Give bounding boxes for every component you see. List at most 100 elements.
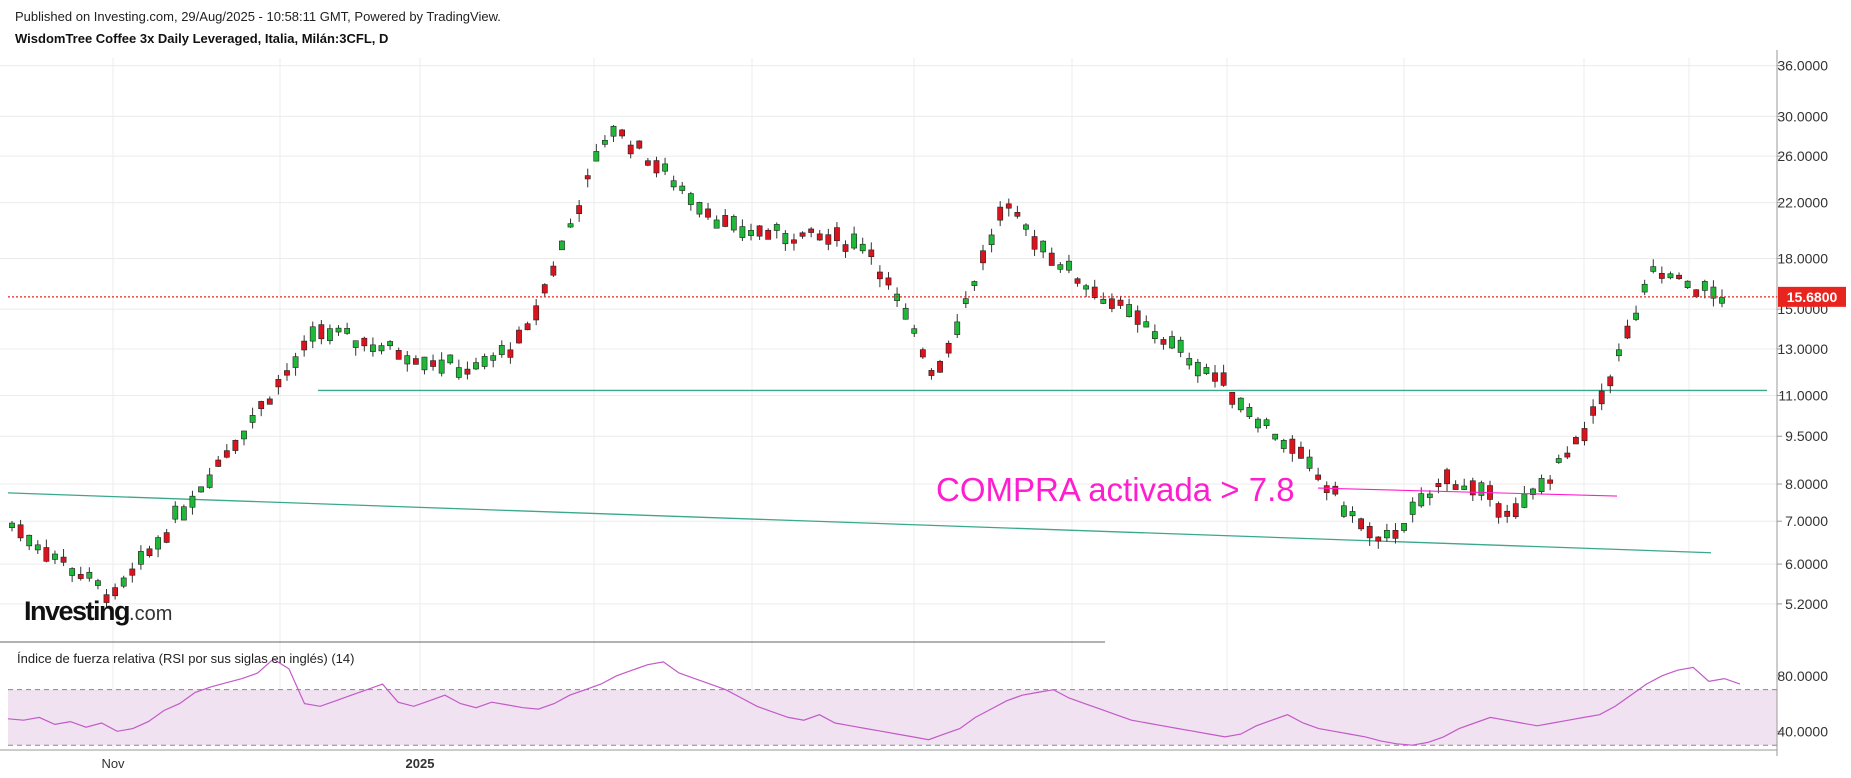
candle — [567, 223, 574, 228]
candle — [1048, 252, 1055, 266]
candle — [1512, 503, 1519, 518]
candle — [1298, 446, 1304, 459]
x-tick-label: 2025 — [406, 756, 435, 771]
candle — [1555, 458, 1562, 463]
candle — [584, 175, 591, 180]
candle — [825, 234, 832, 245]
rsi-title: Índice de fuerza relativa (RSI por sus s… — [17, 651, 355, 666]
candle — [1573, 437, 1579, 445]
candle — [198, 486, 204, 493]
candle — [851, 233, 858, 249]
y-tick-label: 6.0000 — [1785, 556, 1828, 572]
candle — [507, 349, 514, 358]
candle — [1444, 469, 1450, 485]
candle — [1469, 480, 1476, 496]
candle — [816, 233, 823, 241]
candle — [1461, 485, 1468, 490]
candle — [1719, 297, 1725, 304]
candle — [1220, 372, 1227, 386]
candle — [662, 163, 668, 172]
candle — [1564, 452, 1571, 458]
y-tick-label: 18.0000 — [1777, 250, 1828, 266]
candle — [1375, 536, 1382, 542]
last-price-badge — [1778, 286, 1846, 307]
candle — [799, 232, 806, 237]
candle — [1134, 310, 1141, 325]
candle — [86, 571, 93, 579]
candle — [1323, 485, 1330, 493]
candle — [1341, 505, 1347, 517]
candle — [1676, 274, 1682, 280]
candle — [1040, 240, 1047, 253]
candle — [447, 354, 454, 364]
candle — [602, 140, 608, 145]
candle — [679, 185, 686, 191]
candle — [1504, 510, 1511, 517]
candle — [1272, 433, 1279, 440]
chart-grid — [0, 58, 1777, 748]
y-tick-label: 36.0000 — [1777, 58, 1828, 74]
candle — [962, 298, 969, 304]
candle — [1650, 266, 1657, 272]
rsi-line — [7, 658, 1741, 746]
candle — [361, 337, 368, 347]
candle — [1117, 299, 1124, 306]
candle — [1366, 526, 1373, 539]
candle — [808, 228, 815, 233]
candle — [1074, 278, 1081, 284]
candle — [1332, 485, 1339, 495]
candle — [60, 556, 67, 563]
candlestick-series — [9, 125, 1725, 609]
candle — [1701, 281, 1708, 291]
candle — [636, 140, 643, 149]
candle — [1547, 479, 1554, 484]
candle — [1229, 391, 1236, 405]
candle — [146, 548, 153, 557]
candle — [1401, 523, 1407, 531]
candle — [1633, 312, 1639, 320]
rsi-tick-label: 40.0000 — [1777, 723, 1828, 739]
candle — [309, 326, 316, 342]
candle — [1598, 390, 1605, 405]
candle — [370, 344, 376, 352]
candle — [1418, 493, 1425, 507]
candle — [1409, 501, 1416, 515]
candle — [318, 324, 325, 340]
candle — [1435, 483, 1442, 488]
candle — [782, 233, 789, 245]
candle — [490, 355, 497, 361]
candle — [1083, 285, 1090, 290]
candle — [1315, 474, 1322, 480]
candle — [834, 227, 840, 242]
candle — [945, 342, 952, 354]
y-tick-label: 22.0000 — [1777, 195, 1828, 211]
candle — [1495, 503, 1502, 518]
candle — [129, 568, 136, 576]
candle — [1169, 336, 1175, 349]
candle — [1246, 407, 1253, 418]
candle — [1667, 273, 1674, 279]
candle — [412, 358, 419, 365]
candle — [988, 234, 995, 245]
candle — [292, 356, 299, 368]
candle — [26, 534, 33, 547]
candle — [1615, 349, 1622, 357]
candle — [1358, 518, 1364, 530]
candle — [1186, 358, 1193, 366]
candle — [1194, 361, 1201, 377]
candle — [438, 359, 445, 374]
annotations: 15.6800 COMPRA activada > 7.8 — [8, 286, 1846, 508]
candle — [1392, 530, 1399, 539]
rsi-band — [8, 689, 1777, 746]
candle — [301, 340, 308, 351]
candle — [859, 243, 866, 252]
candle — [559, 240, 565, 251]
candle — [1091, 286, 1098, 298]
candle — [756, 225, 763, 237]
candle — [868, 249, 875, 258]
candle — [215, 459, 222, 467]
candle — [937, 361, 943, 373]
candle — [1693, 289, 1700, 297]
candle — [404, 355, 411, 365]
